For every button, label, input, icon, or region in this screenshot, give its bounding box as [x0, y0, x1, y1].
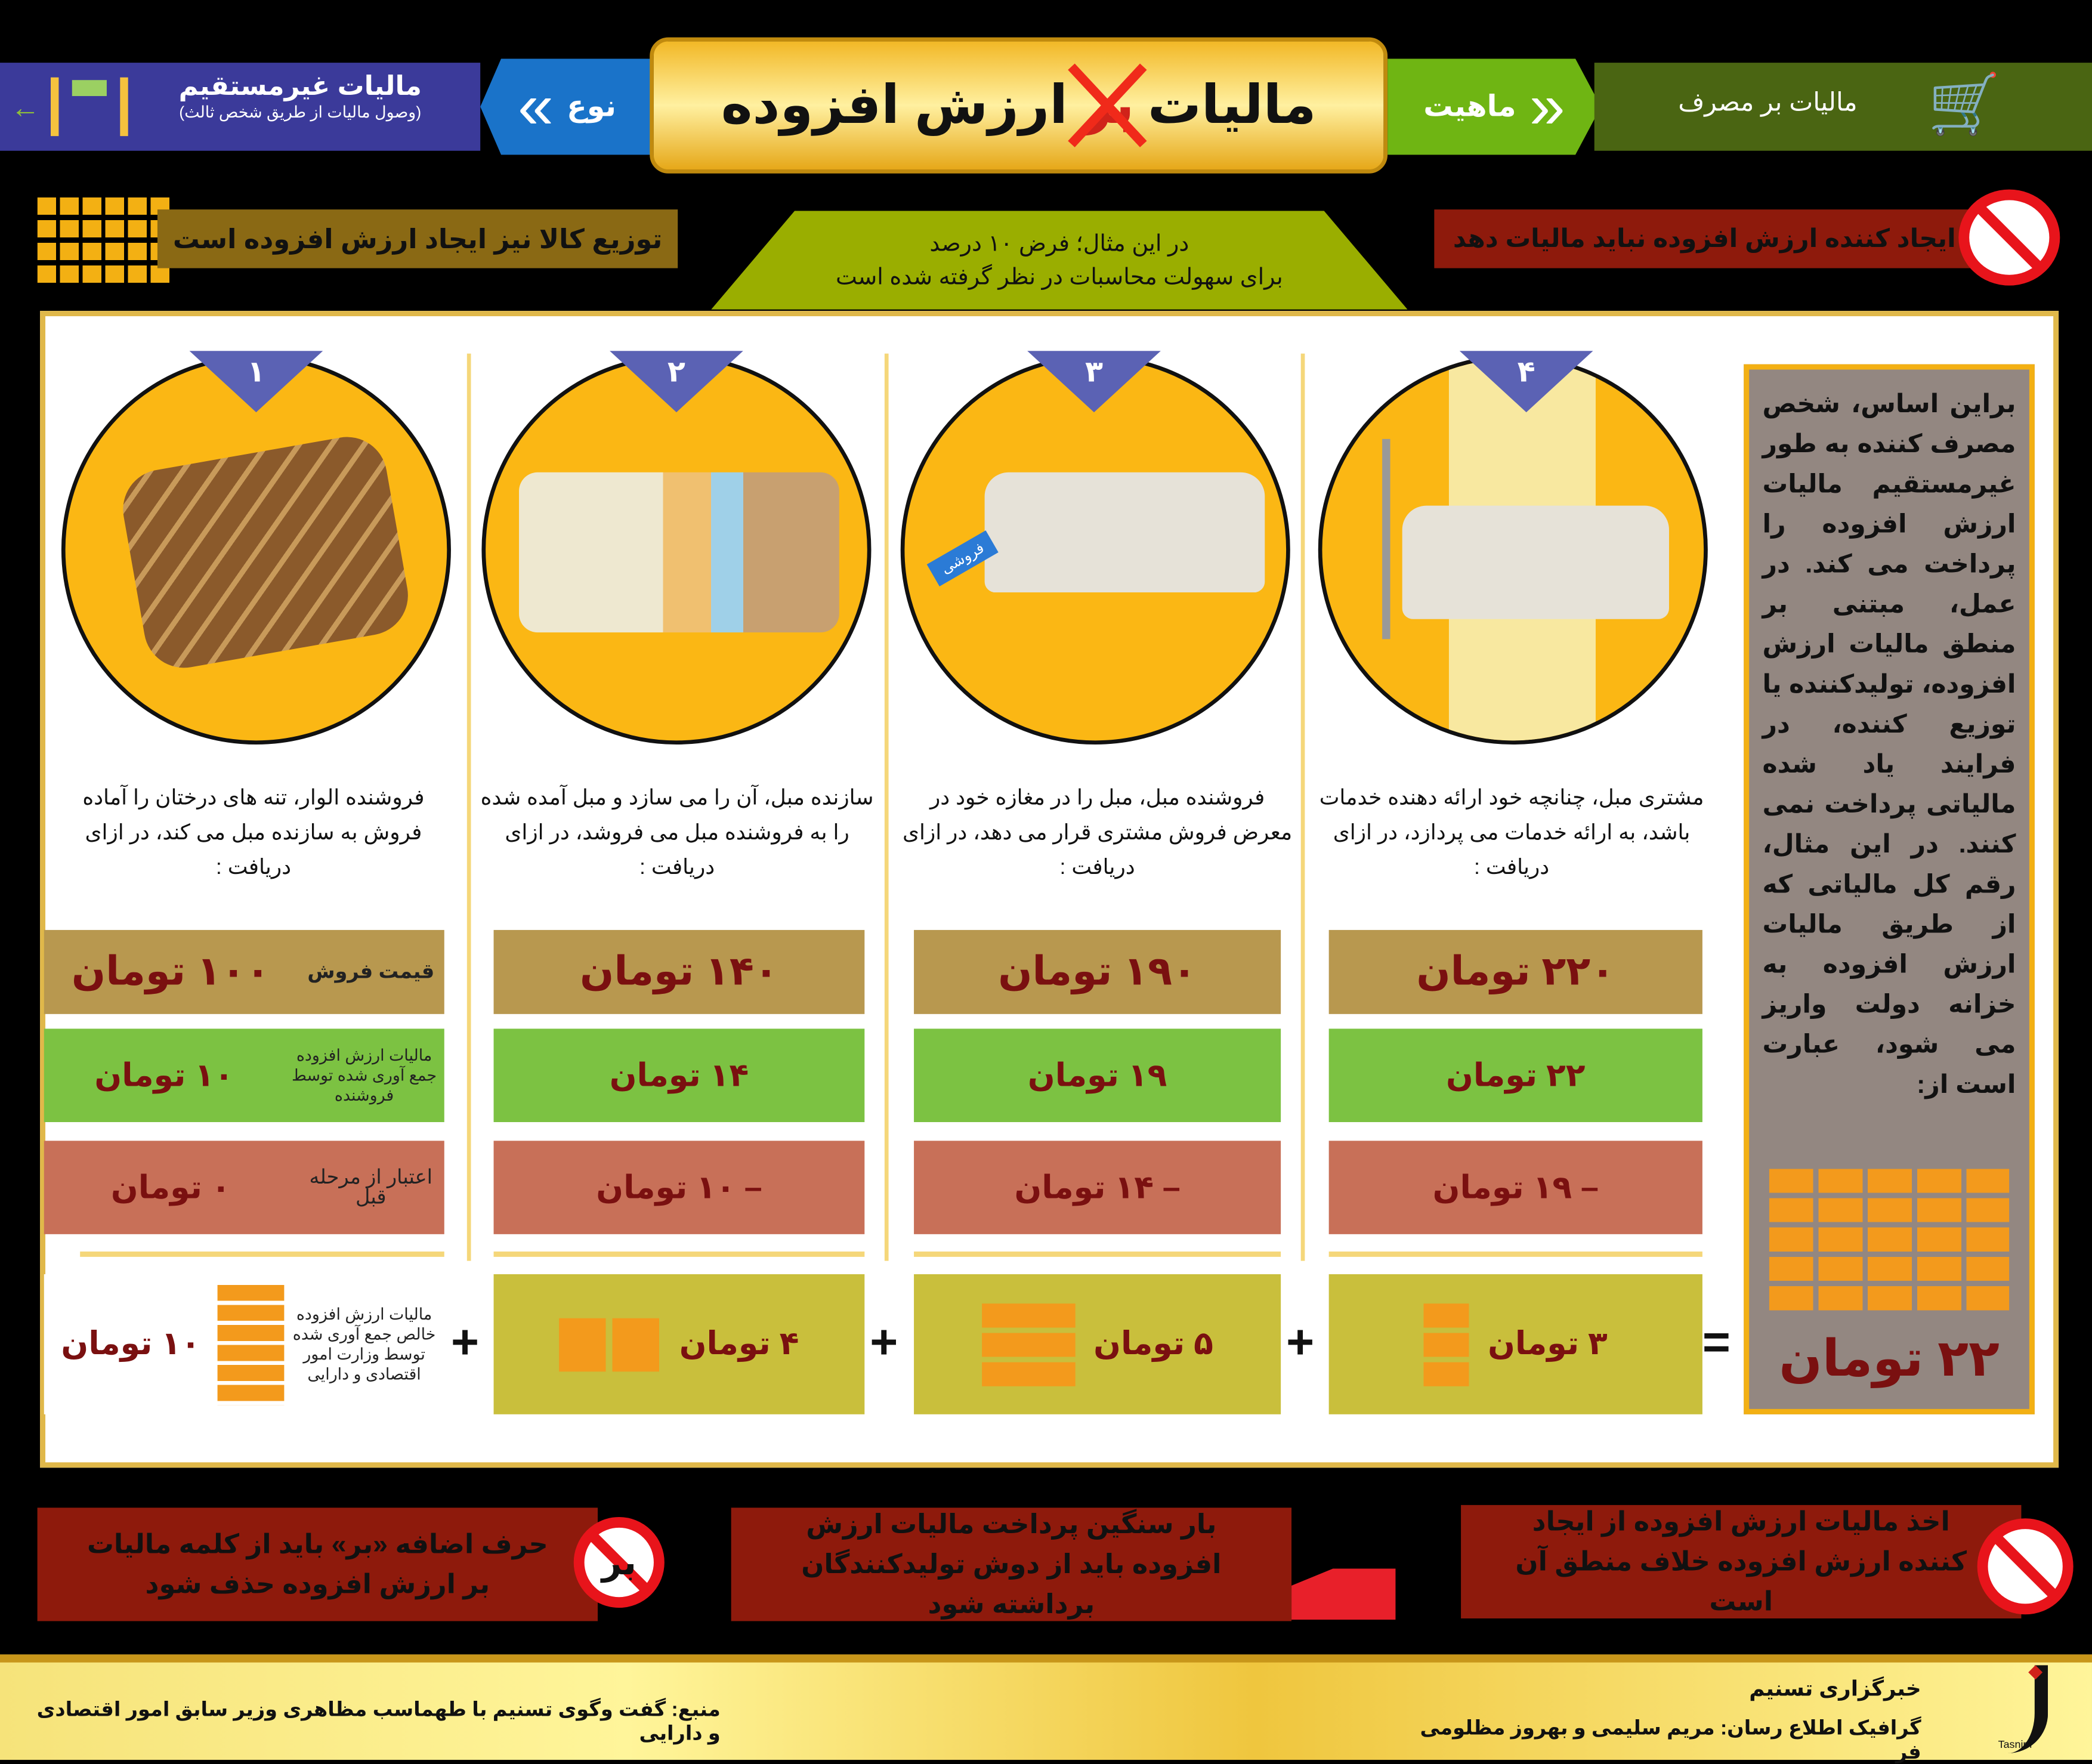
plus-operator: +	[450, 1314, 480, 1369]
bottom-note-1: اخذ مالیات ارزش افزوده از ایجاد کننده ار…	[1461, 1505, 2022, 1618]
chevron-right-icon: »	[1529, 71, 1565, 143]
title-part1: مالیات	[1147, 76, 1317, 135]
coin-stack-icon	[1769, 1169, 2010, 1313]
vat-label: مالیات ارزش افزوده جمع آوری شده توسط فرو…	[292, 1045, 437, 1104]
coins-icon	[217, 1284, 285, 1405]
summary-box: براین اساس، شخص مصرف کننده به طور غیرمست…	[1744, 364, 2035, 1414]
stage-2-number: ۲	[667, 354, 685, 388]
price-label: قیمت فروش	[307, 960, 435, 984]
tasnim-logo: ◆ Tasnim	[1935, 1660, 2048, 1753]
sofa-cutaway-image	[519, 472, 839, 633]
nature-value: مالیات بر مصرف	[1678, 89, 1858, 118]
coins-icon	[1423, 1303, 1469, 1386]
stage-1-circle	[61, 354, 451, 745]
stage-1-vat: مالیات ارزش افزوده جمع آوری شده توسط فرو…	[44, 1028, 444, 1122]
no-bar-icon: بر	[573, 1517, 665, 1608]
stage-2-net: ۴ تومان	[493, 1274, 865, 1414]
stage-3-description: فروشنده مبل، مبل را در مغازه خود در معرض…	[903, 787, 1293, 879]
logs-image	[116, 430, 415, 674]
grid-icon	[37, 197, 174, 283]
assumption-line-1: در این مثال؛ فرض ۱۰ درصد	[929, 230, 1189, 257]
stage-1-number: ۱	[247, 354, 265, 388]
net-label: مالیات ارزش افزوده خالص جمع آوری شده توس…	[292, 1304, 436, 1383]
stage-3-number: ۳	[1084, 354, 1104, 388]
title-part2: ارزش افزوده	[721, 76, 1068, 135]
stage-3-vat: ۱۹ تومان	[914, 1028, 1281, 1122]
equals-operator: =	[1702, 1314, 1731, 1369]
stage-3-price: ۱۹۰ تومان	[914, 929, 1281, 1014]
distribution-note: توزیع کالا نیز ایجاد ارزش افزوده است	[157, 209, 678, 268]
stage-1-credit: اعتبار از مرحله قبل ۰ تومان	[44, 1141, 444, 1234]
sofa-room-image	[1402, 505, 1669, 619]
stage-2-vat: ۱۴ تومان	[493, 1028, 865, 1122]
indirect-tax-banner	[0, 63, 481, 151]
back-arrow-icon: ←	[10, 91, 41, 125]
no-entry-icon	[1977, 1518, 2074, 1615]
stage-3-credit: – ۱۴ تومان	[914, 1141, 1281, 1234]
lamp-icon	[1382, 438, 1390, 640]
type-label: نوع	[567, 89, 617, 123]
title-struck-word: بر	[1068, 63, 1148, 147]
stage-4-vat: ۲۲ تومان	[1328, 1028, 1702, 1122]
people-exchange-icon	[50, 77, 128, 137]
stage-2-circle	[481, 354, 872, 745]
stage-4-description: مشتری مبل، چنانچه خود ارائه دهنده خدمات …	[1319, 787, 1704, 879]
source-text: منبع: گفت وگوی تسنیم با طهماسب مظاهری وز…	[36, 1698, 721, 1746]
bottom-note-2: بار سنگین پرداخت مالیات ارزش افزوده باید…	[731, 1507, 1292, 1621]
stage-1-net-value: ۱۰ تومان	[61, 1326, 200, 1363]
coins-icon	[981, 1303, 1075, 1386]
stage-1-marker	[189, 351, 323, 413]
coins-icon	[559, 1317, 661, 1371]
agency-name: خبرگزاری تسنیم	[1749, 1678, 1921, 1701]
type-section: « نوع	[480, 58, 654, 155]
stage-4-circle	[1318, 354, 1708, 745]
stage-1-description: فروشنده الوار، تنه های درختان را آماده ف…	[82, 787, 425, 879]
nature-label: ماهیت	[1423, 89, 1516, 123]
plus-operator: +	[1286, 1314, 1315, 1369]
shopping-cart-icon: 🛒	[1927, 72, 2001, 138]
stage-3-marker	[1027, 351, 1161, 413]
summary-total: ۲۲ تومان	[1779, 1332, 2000, 1388]
stage-1-net: مالیات ارزش افزوده خالص جمع آوری شده توس…	[44, 1274, 444, 1414]
credits-text: گرافیک اطلاع رسان: مریم سلیمی و بهروز مظ…	[1420, 1717, 1921, 1764]
creator-note: ایجاد کننده ارزش افزوده نباید مالیات دهد	[1434, 209, 1975, 268]
stage-1-price: قیمت فروش ۱۰۰ تومان	[44, 929, 444, 1014]
title-plaque: مالیات بر ارزش افزوده	[650, 37, 1388, 174]
stage-4-number: ۴	[1517, 354, 1535, 388]
stage-2-credit: – ۱۰ تومان	[493, 1141, 865, 1234]
nature-section: ماهیت »	[1388, 58, 1601, 155]
stage-2-marker	[610, 351, 743, 413]
assumption-line-2: برای سهولت محاسبات در نظر گرفته شده است	[836, 264, 1283, 290]
chevron-left-icon: «	[518, 71, 554, 143]
factory-icon	[1291, 1534, 1396, 1620]
credit-label: اعتبار از مرحله قبل	[309, 1166, 433, 1209]
no-bar-icon-text: بر	[601, 1541, 636, 1582]
summary-text: براین اساس، شخص مصرف کننده به طور غیرمست…	[1762, 391, 2016, 1099]
footer	[0, 1654, 2092, 1760]
stage-1-credit-value: ۰ تومان	[110, 1169, 231, 1206]
type-value: مالیات غیرمستقیم	[178, 72, 422, 101]
stage-2-net-value: ۴ تومان	[679, 1326, 799, 1363]
stage-4-price: ۲۲۰ تومان	[1328, 929, 1702, 1014]
plus-operator: +	[870, 1314, 898, 1369]
stage-4-net: ۳ تومان	[1328, 1274, 1702, 1414]
no-entry-icon	[1958, 189, 2060, 286]
stage-4-marker	[1459, 351, 1593, 413]
stage-1-price-value: ۱۰۰ تومان	[71, 950, 270, 994]
assumption-note: در این مثال؛ فرض ۱۰ درصد برای سهولت محاس…	[711, 211, 1408, 310]
stage-2-price: ۱۴۰ تومان	[493, 929, 865, 1014]
stage-1-vat-value: ۱۰ تومان	[94, 1057, 234, 1093]
sofa-image	[984, 472, 1265, 593]
stage-3-circle: فروشی	[900, 354, 1290, 745]
stage-4-net-value: ۳ تومان	[1488, 1326, 1608, 1363]
type-note: (وصول مالیات از طریق شخص ثالث)	[179, 103, 422, 122]
stage-3-net: ۵ تومان	[914, 1274, 1281, 1414]
bottom-note-3: حرف اضافه «بر» باید از کلمه مالیات بر ار…	[37, 1507, 598, 1621]
stage-3-net-value: ۵ تومان	[1093, 1326, 1213, 1363]
stage-4-credit: – ۱۹ تومان	[1328, 1141, 1702, 1234]
stage-2-description: سازنده مبل، آن را می سازد و مبل آمده شده…	[480, 787, 874, 879]
